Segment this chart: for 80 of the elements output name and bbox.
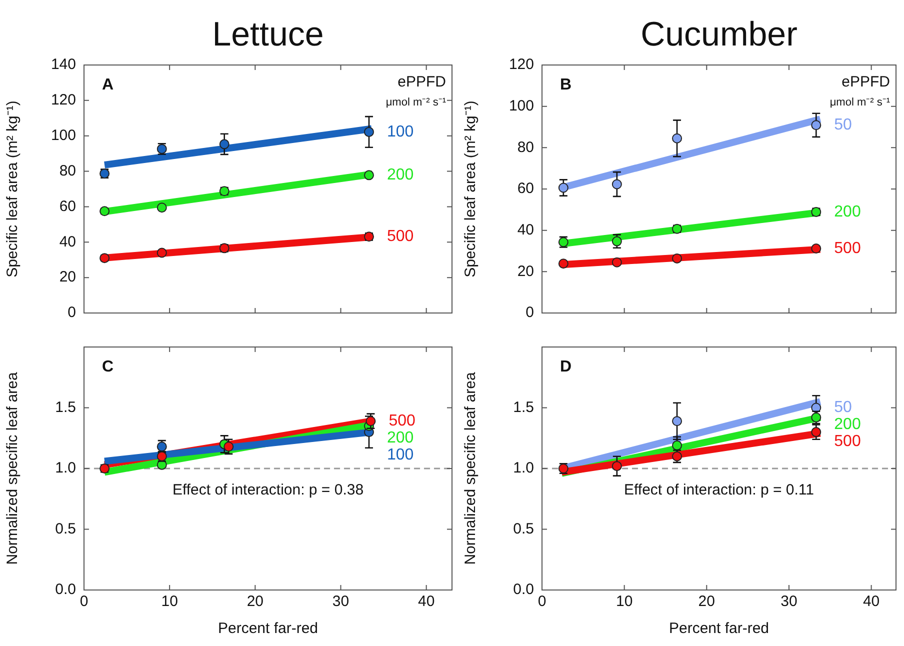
y-tick-label: 0.5 <box>513 520 534 538</box>
point <box>156 202 167 213</box>
point <box>672 416 682 426</box>
point <box>364 126 374 137</box>
y-tick-label: 140 <box>50 56 76 74</box>
point <box>224 442 234 452</box>
y-tick-label: 0.0 <box>55 581 76 598</box>
x-tick-label: 20 <box>246 593 264 610</box>
y-axis-title: Normalized specific leaf area <box>4 372 22 565</box>
x-tick-label: 0 <box>538 593 546 610</box>
series-label: 500 <box>834 240 861 257</box>
point <box>811 244 822 254</box>
series-label: 500 <box>388 412 416 430</box>
point <box>612 179 622 190</box>
y-axis-title: Specific leaf area (m² kg⁻¹) <box>462 100 480 278</box>
series-label: 100 <box>386 123 414 140</box>
y-tick-label: 120 <box>508 56 534 74</box>
chart-title: Lettuce <box>212 15 324 54</box>
legend-title: ePPFD μmol m⁻² s⁻¹ <box>386 74 446 109</box>
annotation: Effect of interaction: p = 0.11 <box>624 482 814 499</box>
x-tick-label: 40 <box>418 593 435 610</box>
x-tick-label: 40 <box>862 593 880 610</box>
point <box>672 133 682 144</box>
y-tick-label: 1.0 <box>55 460 76 477</box>
point <box>219 139 230 150</box>
x-tick-label: 30 <box>332 593 350 610</box>
y-tick-label: 120 <box>50 92 76 109</box>
x-tick-label: 10 <box>161 593 178 610</box>
point <box>366 416 376 426</box>
annotation: B <box>560 76 572 94</box>
x-axis-title: Percent far-red <box>218 620 318 638</box>
y-tick-label: 40 <box>517 221 534 238</box>
series-label: 50 <box>834 116 852 134</box>
y-tick-label: 80 <box>517 138 534 156</box>
point <box>558 182 568 193</box>
point <box>364 170 374 180</box>
annotation: C <box>102 358 114 376</box>
point <box>672 440 682 450</box>
series-label: 500 <box>834 433 861 450</box>
y-tick-label: 100 <box>508 97 534 114</box>
x-tick-label: 0 <box>80 593 88 610</box>
x-tick-label: 10 <box>616 593 633 610</box>
y-tick-label: 100 <box>50 127 76 144</box>
series-label: 200 <box>834 416 861 434</box>
annotation: Effect of interaction: p = 0.38 <box>172 482 364 499</box>
y-tick-label: 0.5 <box>55 520 76 538</box>
annotation: D <box>560 358 572 376</box>
y-axis-title: Normalized specific leaf area <box>462 372 480 565</box>
y-tick-label: 60 <box>517 180 534 198</box>
legend-title: ePPFD μmol m⁻² s⁻¹ <box>830 74 890 109</box>
y-tick-label: 1.0 <box>513 460 534 477</box>
y-tick-label: 20 <box>517 262 534 280</box>
point <box>811 427 822 438</box>
y-axis-title: Specific leaf area (m² kg⁻¹) <box>4 100 22 278</box>
series-label: 500 <box>386 228 414 246</box>
annotation: A <box>102 76 114 94</box>
point <box>811 120 822 130</box>
y-tick-label: 40 <box>59 233 76 250</box>
point <box>672 253 682 264</box>
series-label: 200 <box>386 166 414 184</box>
x-tick-label: 20 <box>698 593 715 610</box>
point <box>612 461 622 472</box>
y-tick-label: 0.0 <box>513 581 534 598</box>
x-axis-title: Percent far-red <box>668 620 770 638</box>
y-tick-label: 1.5 <box>513 398 534 416</box>
series-label: 50 <box>834 399 852 416</box>
x-tick-label: 30 <box>780 593 798 610</box>
series-label: 100 <box>386 446 414 464</box>
y-tick-label: 1.5 <box>55 398 76 416</box>
point <box>156 248 167 258</box>
series-label: 200 <box>386 430 414 447</box>
y-tick-label: 80 <box>59 162 76 180</box>
series-label: 200 <box>834 203 861 220</box>
y-tick-label: 60 <box>59 198 76 215</box>
chart-title: Cucumber <box>640 15 798 54</box>
point <box>612 257 622 268</box>
y-tick-label: 0 <box>526 304 534 322</box>
y-tick-label: 0 <box>68 304 76 322</box>
point <box>558 258 568 269</box>
y-tick-label: 20 <box>59 268 76 286</box>
